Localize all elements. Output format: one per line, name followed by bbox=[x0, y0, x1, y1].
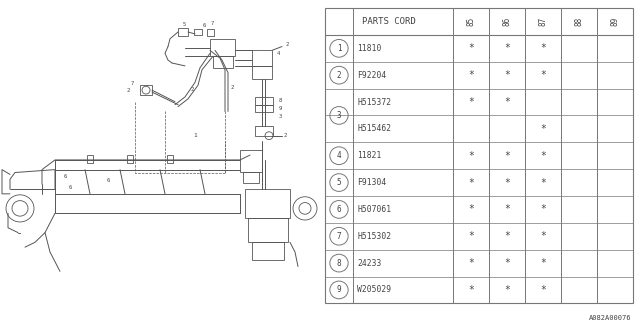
Text: *: * bbox=[468, 43, 474, 53]
Text: 7: 7 bbox=[211, 21, 214, 26]
Text: 1: 1 bbox=[193, 133, 197, 138]
Text: H515462: H515462 bbox=[357, 124, 391, 133]
Text: F92204: F92204 bbox=[357, 71, 387, 80]
Text: 86: 86 bbox=[502, 17, 511, 26]
Text: 4: 4 bbox=[276, 51, 280, 56]
Text: 87: 87 bbox=[538, 17, 547, 26]
Text: 7: 7 bbox=[131, 81, 134, 86]
Text: 85: 85 bbox=[467, 17, 476, 26]
Text: *: * bbox=[468, 97, 474, 107]
Text: 24233: 24233 bbox=[357, 259, 381, 268]
Text: *: * bbox=[468, 285, 474, 295]
Text: *: * bbox=[504, 285, 510, 295]
Text: *: * bbox=[540, 258, 546, 268]
Text: *: * bbox=[540, 70, 546, 80]
Bar bbox=[140, 85, 152, 95]
Bar bbox=[243, 172, 259, 183]
Text: *: * bbox=[504, 70, 510, 80]
Text: *: * bbox=[468, 70, 474, 80]
Text: 2: 2 bbox=[230, 85, 234, 90]
Text: *: * bbox=[504, 258, 510, 268]
Bar bbox=[252, 66, 272, 79]
Text: H515302: H515302 bbox=[357, 232, 391, 241]
Bar bbox=[240, 150, 262, 172]
Text: *: * bbox=[468, 204, 474, 214]
Text: 2: 2 bbox=[190, 87, 194, 92]
Bar bbox=[167, 155, 173, 163]
Text: 5: 5 bbox=[337, 178, 341, 187]
Text: 5: 5 bbox=[182, 22, 186, 27]
Text: 3: 3 bbox=[278, 114, 282, 119]
Text: 88: 88 bbox=[575, 17, 584, 26]
Text: F91304: F91304 bbox=[357, 178, 387, 187]
Text: 8: 8 bbox=[278, 98, 282, 103]
Text: *: * bbox=[504, 231, 510, 241]
Text: *: * bbox=[468, 231, 474, 241]
Bar bbox=[255, 97, 273, 105]
Text: *: * bbox=[540, 43, 546, 53]
Text: *: * bbox=[540, 124, 546, 134]
Text: 6: 6 bbox=[337, 205, 341, 214]
Text: 11821: 11821 bbox=[357, 151, 381, 160]
Text: 2: 2 bbox=[284, 133, 287, 138]
Text: *: * bbox=[504, 97, 510, 107]
Text: *: * bbox=[468, 178, 474, 188]
Text: 8: 8 bbox=[337, 259, 341, 268]
Text: *: * bbox=[540, 231, 546, 241]
Text: *: * bbox=[504, 204, 510, 214]
Text: H507061: H507061 bbox=[357, 205, 391, 214]
Bar bbox=[252, 242, 284, 260]
Text: *: * bbox=[504, 43, 510, 53]
Bar bbox=[213, 56, 233, 68]
Bar bbox=[325, 8, 633, 303]
Text: 6: 6 bbox=[202, 23, 205, 28]
Text: H515372: H515372 bbox=[357, 98, 391, 107]
Bar bbox=[127, 155, 133, 163]
Text: 9: 9 bbox=[278, 106, 282, 111]
Text: 6: 6 bbox=[63, 174, 67, 179]
Text: *: * bbox=[540, 204, 546, 214]
Text: 1: 1 bbox=[337, 44, 341, 53]
Text: 9: 9 bbox=[337, 285, 341, 294]
Text: *: * bbox=[540, 285, 546, 295]
Text: PARTS CORD: PARTS CORD bbox=[362, 17, 416, 26]
Text: 6: 6 bbox=[68, 185, 72, 189]
Bar bbox=[194, 29, 202, 35]
Bar bbox=[255, 105, 273, 112]
Text: A082A00076: A082A00076 bbox=[589, 315, 631, 320]
Text: *: * bbox=[468, 151, 474, 161]
Text: *: * bbox=[504, 151, 510, 161]
Text: 2: 2 bbox=[126, 88, 130, 92]
Text: 2: 2 bbox=[337, 71, 341, 80]
Bar bbox=[248, 218, 288, 242]
Bar bbox=[207, 29, 214, 36]
Bar bbox=[210, 39, 235, 56]
Text: 7: 7 bbox=[337, 232, 341, 241]
Text: *: * bbox=[468, 258, 474, 268]
Text: 6: 6 bbox=[106, 178, 109, 183]
Bar bbox=[245, 189, 290, 218]
Text: 11810: 11810 bbox=[357, 44, 381, 53]
Bar bbox=[255, 126, 273, 136]
Bar bbox=[178, 28, 188, 36]
Text: *: * bbox=[540, 151, 546, 161]
Text: W205029: W205029 bbox=[357, 285, 391, 294]
Bar bbox=[252, 50, 272, 66]
Text: *: * bbox=[540, 178, 546, 188]
Text: 4: 4 bbox=[337, 151, 341, 160]
Text: 2: 2 bbox=[285, 42, 289, 47]
Text: 89: 89 bbox=[611, 17, 620, 26]
Text: *: * bbox=[504, 178, 510, 188]
Text: 3: 3 bbox=[337, 111, 341, 120]
Bar bbox=[87, 155, 93, 163]
